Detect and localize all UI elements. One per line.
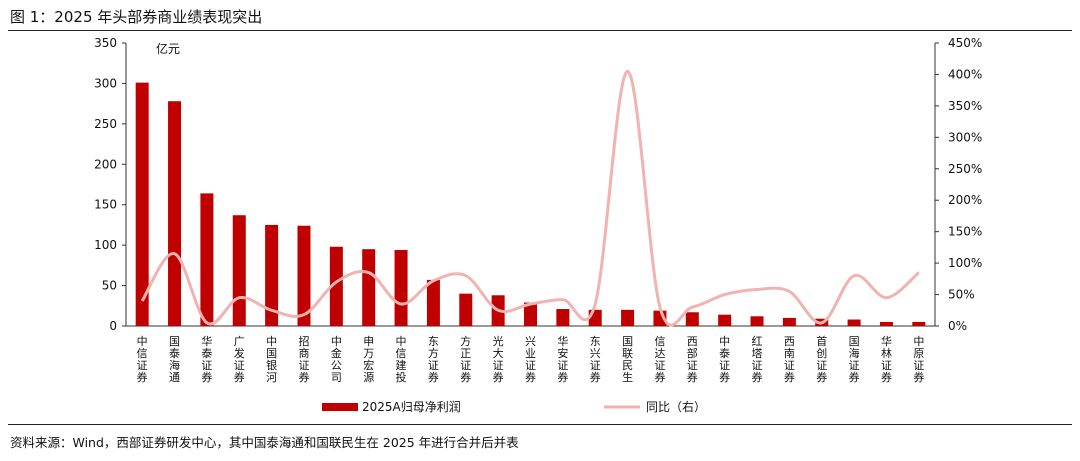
bar: [556, 309, 570, 326]
bar: [459, 293, 473, 326]
category-label: 光大证券: [493, 334, 504, 384]
right-tick-label: 300%: [948, 130, 982, 144]
bar: [297, 225, 311, 326]
bar: [426, 279, 440, 326]
left-tick-label: 100: [94, 238, 117, 252]
category-label: 国泰海通: [169, 335, 180, 384]
bar: [879, 321, 893, 326]
category-label: 国联民生: [622, 335, 633, 384]
bottom-rule: [8, 424, 1072, 425]
right-tick-label: 350%: [948, 99, 982, 113]
legend-label-bar: 2025A归母净利润: [362, 400, 461, 414]
right-tick-label: 200%: [948, 193, 982, 207]
category-label: 西南证券: [784, 335, 795, 384]
right-tick-label: 450%: [948, 36, 982, 50]
legend-label-line: 同比（右）: [646, 399, 706, 414]
right-tick-label: 100%: [948, 256, 982, 270]
category-label: 申万宏源: [363, 335, 374, 384]
bar: [750, 316, 764, 326]
category-label: 华安证券: [557, 334, 568, 384]
bar: [524, 302, 537, 326]
legend-swatch-bar: [322, 403, 358, 411]
right-tick-label: 400%: [948, 67, 982, 81]
left-tick-label: 50: [102, 279, 117, 293]
bar: [621, 309, 635, 326]
right-tick-label: 150%: [948, 225, 982, 239]
category-label: 首创证券: [816, 334, 827, 384]
category-label: 华泰证券: [201, 334, 212, 384]
category-label: 中信建投: [396, 335, 407, 384]
bar: [847, 319, 861, 326]
category-label: 方正证券: [460, 334, 471, 384]
yoy-series-line: [140, 69, 920, 327]
category-label: 兴业证券: [525, 335, 536, 384]
category-label: 中泰证券: [719, 335, 730, 384]
bar: [782, 317, 796, 326]
category-label: 中国银河: [266, 335, 277, 384]
left-tick-label: 350: [94, 36, 117, 50]
category-label: 招商证券: [298, 334, 309, 384]
figure-title: 图 1：2025 年头部券商业绩表现突出: [10, 8, 263, 26]
bar: [135, 82, 149, 327]
bar: [685, 312, 699, 326]
category-label: 东兴证券: [590, 335, 601, 384]
bar: [329, 246, 343, 326]
category-label: 国海证券: [849, 335, 860, 384]
category-label: 西部证券: [687, 335, 698, 384]
category-label: 广发证券: [234, 335, 245, 384]
category-label: 中原证券: [913, 335, 924, 384]
chart: 0 50 100 150 200 250 300 350 0% 50% 100% 150% 200% 25…: [94, 36, 982, 414]
category-label: 中金公司: [331, 335, 342, 384]
left-tick-label: 150: [94, 198, 117, 212]
bar: [362, 249, 376, 326]
bar: [394, 249, 408, 326]
left-tick-label: 250: [94, 117, 117, 131]
right-tick-label: 50%: [948, 288, 975, 302]
category-label: 华林证券: [881, 334, 892, 384]
bar: [200, 193, 214, 326]
category-label: 红塔证券: [752, 335, 763, 384]
bar: [265, 224, 279, 326]
left-tick-label: 0: [109, 319, 117, 333]
category-label: 中信证券: [137, 335, 148, 384]
unit-label: 亿元: [156, 41, 180, 56]
category-label: 信达证券: [654, 335, 665, 384]
source-note: 资料来源：Wind，西部证券研发中心，其中国泰海通和国联民生在 2025 年进行…: [10, 435, 519, 450]
left-tick-label: 200: [94, 157, 117, 171]
bar: [168, 101, 182, 327]
left-tick-label: 300: [94, 76, 117, 90]
top-rule: [8, 30, 1072, 31]
bar: [232, 215, 246, 326]
category-label: 东方证券: [428, 335, 439, 384]
right-tick-label: 250%: [948, 162, 982, 176]
bar: [912, 321, 926, 326]
right-tick-label: 0%: [948, 319, 967, 333]
bar: [718, 314, 732, 326]
